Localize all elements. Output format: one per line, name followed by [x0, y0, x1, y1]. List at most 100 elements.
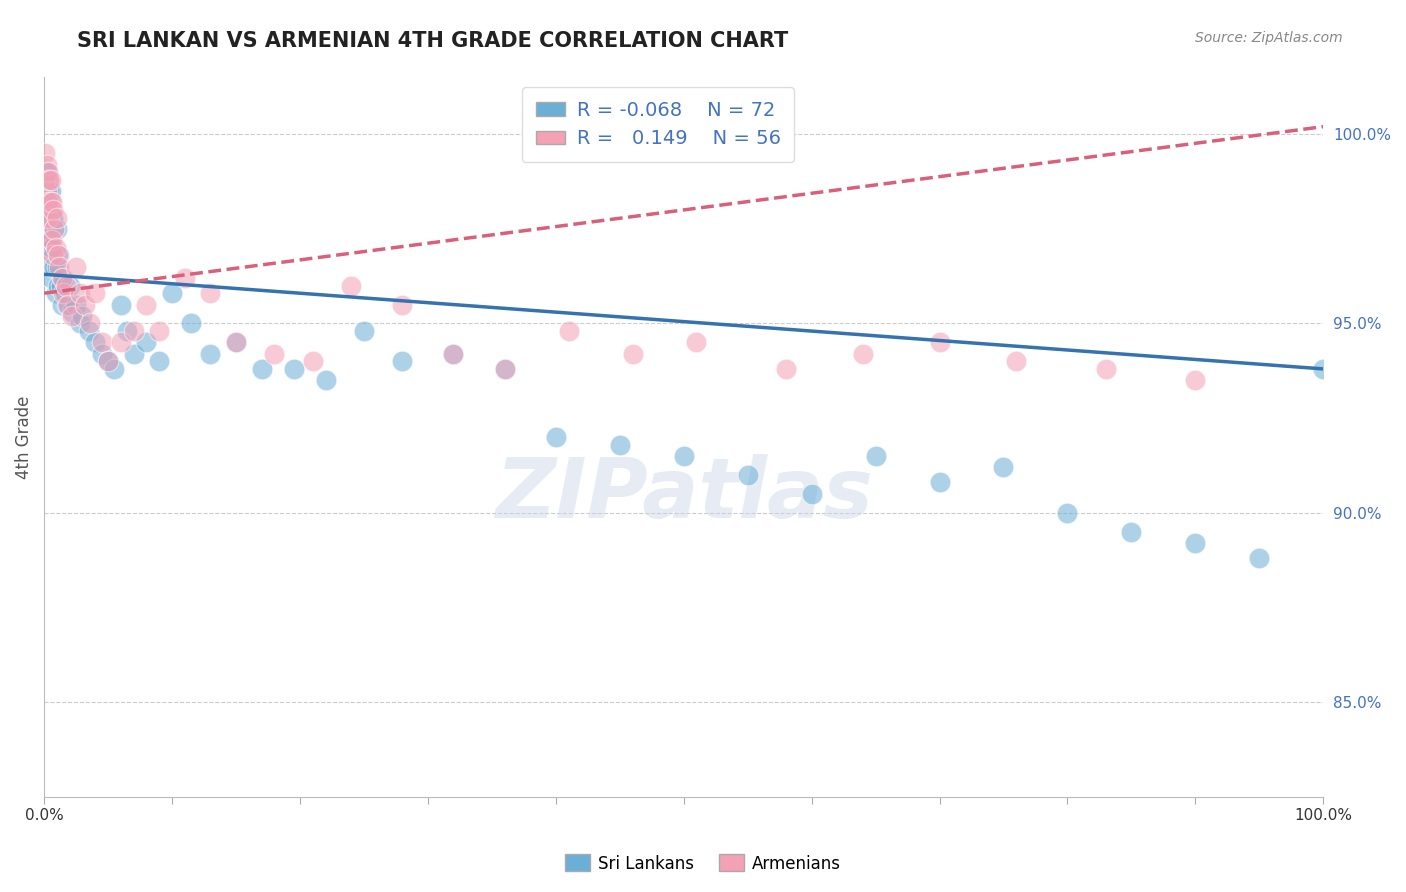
Point [557, 324, 579, 338]
Point [200, 286, 222, 301]
Point [135, 297, 157, 311]
Point [41, 233, 63, 247]
Point [38, 211, 60, 225]
Point [737, 467, 759, 482]
Point [49, 278, 72, 293]
Point [55, 278, 77, 293]
Point [44, 222, 66, 236]
Point [180, 317, 202, 331]
Point [97, 354, 120, 368]
Point [35, 222, 58, 236]
Point [852, 347, 875, 361]
Point [39, 184, 62, 198]
Point [39, 233, 62, 247]
Point [37, 172, 59, 186]
Point [59, 278, 82, 293]
Point [52, 286, 75, 301]
Point [65, 260, 87, 274]
Point [443, 347, 465, 361]
Point [39, 271, 62, 285]
Point [340, 278, 363, 293]
Point [34, 172, 56, 186]
Point [173, 271, 195, 285]
Point [122, 347, 145, 361]
Point [38, 184, 60, 198]
Point [315, 373, 337, 387]
Point [928, 475, 950, 490]
Point [685, 335, 707, 350]
Point [110, 297, 132, 311]
Point [84, 286, 107, 301]
Point [42, 211, 65, 225]
Point [45, 222, 67, 236]
Point [283, 362, 305, 376]
Point [110, 335, 132, 350]
Point [41, 195, 63, 210]
Legend: Sri Lankans, Armenians: Sri Lankans, Armenians [558, 847, 848, 880]
Point [65, 297, 87, 311]
Point [39, 172, 62, 186]
Point [353, 324, 375, 338]
Legend: R = -0.068    N = 72, R =   0.149    N = 56: R = -0.068 N = 72, R = 0.149 N = 56 [522, 87, 794, 162]
Point [225, 335, 247, 350]
Point [51, 297, 73, 311]
Point [35, 184, 58, 198]
Point [39, 211, 62, 225]
Point [148, 354, 170, 368]
Point [34, 202, 56, 217]
Point [46, 248, 69, 262]
Point [672, 449, 695, 463]
Point [38, 248, 60, 262]
Point [1056, 506, 1078, 520]
Point [1121, 524, 1143, 539]
Point [494, 362, 516, 376]
Point [103, 362, 125, 376]
Point [621, 347, 644, 361]
Point [38, 172, 60, 186]
Point [609, 437, 631, 451]
Point [263, 347, 285, 361]
Point [97, 354, 120, 368]
Point [39, 195, 62, 210]
Point [73, 297, 96, 311]
Point [46, 278, 69, 293]
Point [45, 260, 67, 274]
Point [45, 286, 67, 301]
Point [200, 347, 222, 361]
Point [250, 362, 273, 376]
Point [60, 305, 83, 319]
Point [800, 487, 823, 501]
Point [52, 271, 75, 285]
Point [90, 335, 112, 350]
Point [148, 324, 170, 338]
Text: ZIPatlas: ZIPatlas [495, 454, 873, 535]
Point [58, 297, 80, 311]
Point [37, 233, 59, 247]
Point [35, 211, 58, 225]
Point [494, 362, 516, 376]
Point [37, 195, 59, 210]
Point [42, 202, 65, 217]
Point [42, 260, 65, 274]
Point [79, 317, 101, 331]
Point [84, 335, 107, 350]
Point [77, 324, 100, 338]
Point [42, 248, 65, 262]
Point [48, 248, 70, 262]
Point [544, 430, 567, 444]
Point [44, 222, 66, 236]
Point [301, 354, 323, 368]
Point [53, 286, 76, 301]
Point [34, 222, 56, 236]
Point [1184, 536, 1206, 550]
Point [34, 184, 56, 198]
Point [37, 202, 59, 217]
Point [69, 286, 91, 301]
Point [34, 165, 56, 179]
Point [44, 260, 66, 274]
Point [122, 324, 145, 338]
Point [35, 195, 58, 210]
Point [865, 449, 887, 463]
Point [38, 222, 60, 236]
Point [35, 165, 58, 179]
